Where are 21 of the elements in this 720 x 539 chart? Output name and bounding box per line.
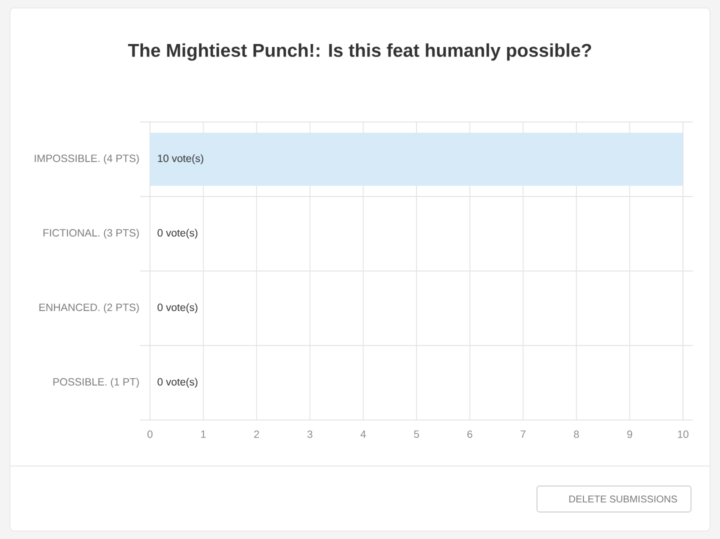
x-tick-label: 4 bbox=[360, 430, 366, 438]
x-tick-label: 5 bbox=[414, 430, 419, 438]
x-tick-label: 2 bbox=[254, 430, 259, 438]
y-tick-label: IMPOSSIBLE. (4 PTS) bbox=[34, 154, 139, 164]
y-tick-label: ENHANCED. (2 PTS) bbox=[39, 303, 139, 314]
y-tick-label: FICTIONAL. (3 PTS) bbox=[43, 228, 139, 239]
x-tick-label: 1 bbox=[201, 430, 206, 438]
x-tick-label: 8 bbox=[574, 430, 579, 438]
x-tick-label: 3 bbox=[307, 430, 312, 438]
text: DELETE SUBMISSIONS bbox=[569, 496, 677, 502]
chart-title: The Mightiest Punch!: Is this feat humanly possible? bbox=[128, 43, 592, 61]
x-tick-label: 0 bbox=[147, 430, 152, 438]
x-tick-label: 6 bbox=[467, 430, 472, 438]
x-tick-label: 7 bbox=[520, 430, 526, 438]
x-tick-label: 10 bbox=[678, 430, 688, 438]
data-label: 10 vote(s) bbox=[158, 154, 204, 164]
data-label: 0 vote(s) bbox=[158, 378, 198, 388]
x-tick-label: 9 bbox=[627, 430, 632, 438]
data-label: 0 vote(s) bbox=[158, 228, 198, 239]
data-label: 0 vote(s) bbox=[158, 303, 198, 314]
y-tick-label: POSSIBLE. (1 PT) bbox=[53, 378, 139, 388]
